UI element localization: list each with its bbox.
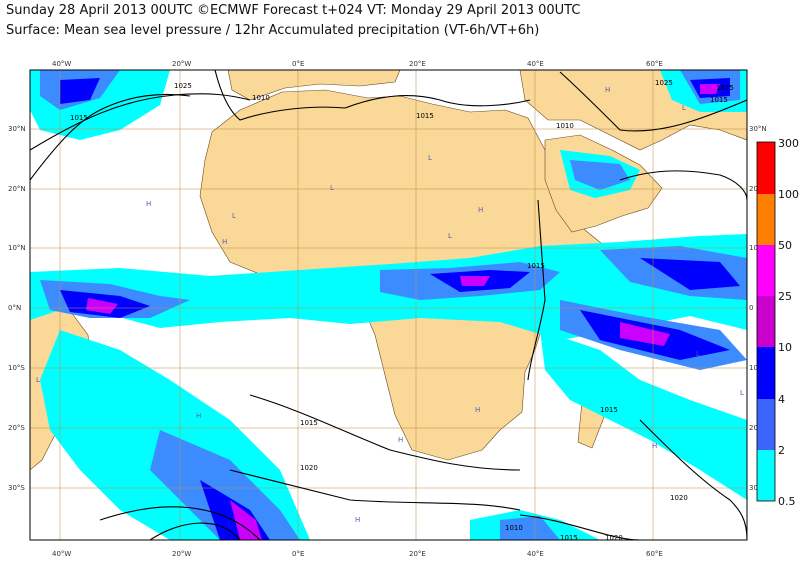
legend-swatch	[757, 450, 775, 501]
lat-tick-left: 10°S	[8, 364, 25, 372]
pressure-center-label: H	[146, 200, 151, 208]
pressure-center-label: H	[222, 238, 227, 246]
title-line-1: Sunday 28 April 2013 00UTC ©ECMWF Foreca…	[6, 3, 581, 18]
lat-tick-left: 20°N	[8, 185, 26, 193]
isobar-label: 1010	[252, 94, 270, 102]
isobar-label: 1025	[174, 82, 192, 90]
pressure-centers: L L L L H H H H L H L H H H L L H	[36, 86, 744, 524]
isobar-label: 1015	[560, 534, 578, 542]
lat-tick-right: 10	[749, 364, 758, 372]
pressure-center-label: L	[740, 389, 744, 397]
legend-swatch	[757, 296, 775, 347]
legend-label: 10	[778, 341, 792, 354]
lat-tick-right: 0	[749, 304, 753, 312]
pressure-center-label: L	[428, 154, 432, 162]
pressure-center-label: H	[355, 516, 360, 524]
lon-tick-top: 0°E	[292, 60, 304, 68]
isobar-label: 1015	[416, 112, 434, 120]
lon-tick-top: 40°W	[52, 60, 71, 68]
isobar-label: 1015	[710, 96, 728, 104]
legend-label: 300	[778, 137, 799, 150]
legend-label: 4	[778, 393, 785, 406]
lon-tick-bottom: 40°W	[52, 550, 71, 558]
pressure-center-label: H	[475, 406, 480, 414]
isobar-label: 1025	[716, 84, 734, 92]
lat-tick-left: 20°S	[8, 424, 25, 432]
legend-swatch	[757, 347, 775, 399]
lat-tick-right: 20	[749, 424, 758, 432]
lon-tick-bottom: 60°E	[646, 550, 663, 558]
pressure-center-label: H	[605, 86, 610, 94]
legend-label: 25	[778, 290, 792, 303]
lon-tick-top: 20°E	[409, 60, 426, 68]
lon-tick-top: 40°E	[527, 60, 544, 68]
pressure-center-label: H	[398, 436, 403, 444]
lat-tick-right: 30	[749, 484, 758, 492]
isobar-label: 1015	[600, 406, 618, 414]
lat-tick-right: 20	[749, 185, 758, 193]
lat-tick-left: 30°S	[8, 484, 25, 492]
isobar-label: 1010	[505, 524, 523, 532]
latitude-ticks: 30°N 20°N 10°N 0°N 10°S 20°S 30°S 30°N 2…	[8, 125, 767, 492]
lon-tick-bottom: 20°W	[172, 550, 191, 558]
title-line-2: Surface: Mean sea level pressure / 12hr …	[6, 23, 540, 38]
legend-swatch	[757, 142, 775, 194]
precip-very-heavy-layer	[86, 84, 720, 540]
lon-tick-bottom: 40°E	[527, 550, 544, 558]
legend-label: 50	[778, 239, 792, 252]
pressure-center-label: L	[36, 376, 40, 384]
isobar-labels: 1025 1020 1015 1010 1015 1010 1015 1015 …	[70, 79, 734, 542]
lon-tick-bottom: 0°E	[292, 550, 304, 558]
isobar-label: 1020	[605, 534, 623, 542]
isobars	[30, 70, 747, 540]
lat-tick-left: 10°N	[8, 244, 26, 252]
isobar-label: 1015	[300, 419, 318, 427]
longitude-ticks: 40°W 20°W 0°E 20°E 40°E 60°E 40°W 20°W 0…	[52, 60, 663, 558]
graticule	[30, 70, 747, 540]
lat-tick-left: 30°N	[8, 125, 26, 133]
isobar-label: 1010	[556, 122, 574, 130]
pressure-center-label: H	[196, 412, 201, 420]
pressure-center-label: L	[330, 184, 334, 192]
legend-swatch	[757, 245, 775, 296]
legend-label: 100	[778, 188, 799, 201]
map-frame	[29, 69, 748, 541]
pressure-center-label: L	[232, 212, 236, 220]
isobar-label: 1020	[300, 464, 318, 472]
pressure-center-label: H	[478, 206, 483, 214]
lat-tick-right: 10	[749, 244, 758, 252]
isobar-label: 1015	[527, 262, 545, 270]
lon-tick-top: 60°E	[646, 60, 663, 68]
pressure-center-label: L	[448, 232, 452, 240]
precip-legend: 300 100 50 25 10 4 2 0.5	[756, 137, 799, 508]
isobar-label: 1015	[70, 114, 88, 122]
legend-swatch	[757, 399, 775, 450]
legend-swatch	[757, 194, 775, 245]
lat-tick-left: 0°N	[8, 304, 21, 312]
isobar-label: 1025	[655, 79, 673, 87]
pressure-center-label: H	[652, 442, 657, 450]
lat-tick-right: 30°N	[749, 125, 767, 133]
europe-landmass	[227, 70, 401, 101]
pressure-center-label: L	[696, 350, 700, 358]
pressure-center-label: L	[682, 104, 686, 112]
legend-label: 2	[778, 444, 785, 457]
legend-label: 0.5	[778, 495, 796, 508]
isobar-label: 1020	[670, 494, 688, 502]
lon-tick-top: 20°W	[172, 60, 191, 68]
lon-tick-bottom: 20°E	[409, 550, 426, 558]
